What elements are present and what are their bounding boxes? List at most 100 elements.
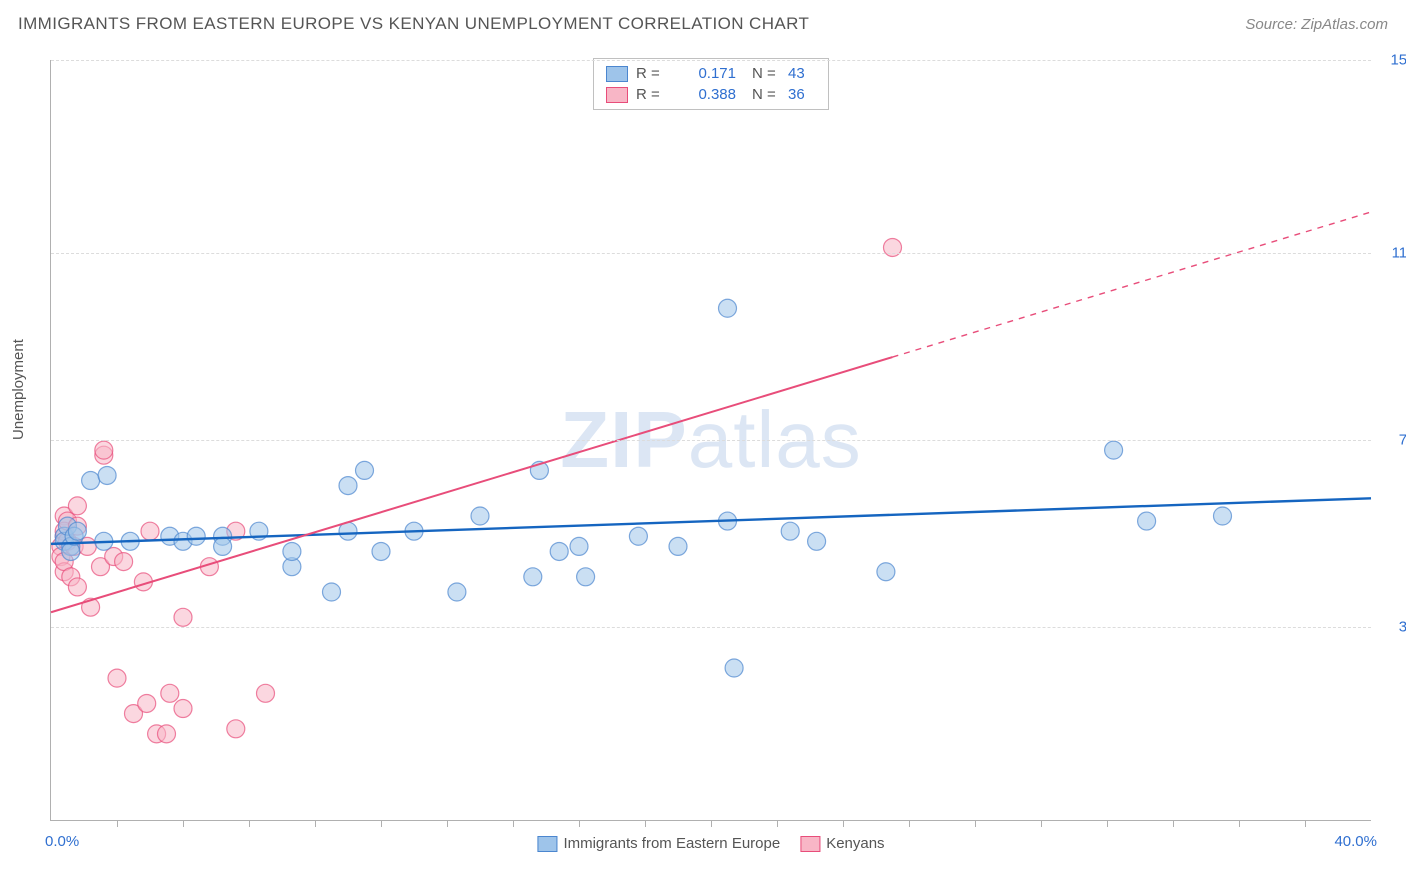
legend-swatch bbox=[800, 836, 820, 852]
x-tick bbox=[315, 820, 316, 827]
grid-line bbox=[51, 60, 1371, 61]
x-tick bbox=[975, 820, 976, 827]
blue-point bbox=[323, 583, 341, 601]
pink-point bbox=[134, 573, 152, 591]
blue-point bbox=[530, 461, 548, 479]
pink-point bbox=[62, 568, 80, 586]
pink-point bbox=[68, 578, 86, 596]
x-tick bbox=[843, 820, 844, 827]
blue-point bbox=[669, 537, 687, 555]
pink-point bbox=[95, 446, 113, 464]
x-tick bbox=[381, 820, 382, 827]
blue-point bbox=[877, 563, 895, 581]
source-label: Source: bbox=[1245, 16, 1297, 33]
blue-point bbox=[55, 532, 73, 550]
blue-point bbox=[214, 537, 232, 555]
blue-point bbox=[1105, 441, 1123, 459]
pink-point bbox=[59, 512, 77, 530]
pink-point bbox=[884, 238, 902, 256]
legend-series: Immigrants from Eastern Europe Kenyans bbox=[537, 835, 884, 852]
blue-point bbox=[68, 522, 86, 540]
pink-point bbox=[138, 694, 156, 712]
legend-stats-box: R =0.171N =43R =0.388N =36 bbox=[593, 58, 829, 110]
legend-N-label: N = bbox=[752, 86, 780, 103]
blue-point bbox=[121, 532, 139, 550]
pink-point bbox=[92, 558, 110, 576]
legend-R-value: 0.388 bbox=[678, 86, 736, 103]
pink-point bbox=[52, 548, 70, 566]
blue-point bbox=[214, 527, 232, 545]
y-tick-label: 15.0% bbox=[1390, 52, 1406, 69]
pink-point bbox=[227, 720, 245, 738]
blue-point bbox=[55, 527, 73, 545]
blue-point bbox=[161, 527, 179, 545]
x-tick bbox=[1305, 820, 1306, 827]
x-tick bbox=[645, 820, 646, 827]
legend-swatch bbox=[606, 87, 628, 103]
x-tick bbox=[1239, 820, 1240, 827]
pink-point bbox=[68, 517, 86, 535]
legend-stats-row: R =0.388N =36 bbox=[594, 84, 828, 105]
legend-swatch bbox=[606, 66, 628, 82]
x-axis-max-label: 40.0% bbox=[1334, 833, 1377, 850]
blue-point bbox=[356, 461, 374, 479]
pink-point bbox=[200, 558, 218, 576]
pink-point bbox=[158, 725, 176, 743]
pink-point bbox=[68, 497, 86, 515]
pink-point bbox=[125, 705, 143, 723]
trend-line-blue bbox=[51, 498, 1371, 544]
blue-point bbox=[570, 537, 588, 555]
blue-point bbox=[550, 542, 568, 560]
x-tick bbox=[513, 820, 514, 827]
legend-R-label: R = bbox=[636, 65, 670, 82]
blue-point bbox=[283, 558, 301, 576]
blue-point bbox=[471, 507, 489, 525]
x-tick bbox=[183, 820, 184, 827]
blue-point bbox=[719, 299, 737, 317]
pink-point bbox=[115, 553, 133, 571]
pink-point bbox=[55, 553, 73, 571]
header-row: IMMIGRANTS FROM EASTERN EUROPE VS KENYAN… bbox=[18, 14, 1388, 34]
blue-point bbox=[719, 512, 737, 530]
blue-point bbox=[372, 542, 390, 560]
pink-point bbox=[82, 598, 100, 616]
x-tick bbox=[249, 820, 250, 827]
blue-point bbox=[725, 659, 743, 677]
pink-point bbox=[174, 700, 192, 718]
pink-point bbox=[108, 669, 126, 687]
blue-point bbox=[59, 517, 77, 535]
x-tick bbox=[117, 820, 118, 827]
x-tick bbox=[1107, 820, 1108, 827]
blue-point bbox=[65, 527, 83, 545]
y-tick-label: 7.5% bbox=[1399, 432, 1406, 449]
blue-point bbox=[524, 568, 542, 586]
legend-swatch bbox=[537, 836, 557, 852]
grid-line bbox=[51, 627, 1371, 628]
x-tick bbox=[777, 820, 778, 827]
blue-point bbox=[808, 532, 826, 550]
pink-point bbox=[95, 441, 113, 459]
blue-point bbox=[174, 532, 192, 550]
grid-line bbox=[51, 440, 1371, 441]
legend-item: Immigrants from Eastern Europe bbox=[537, 835, 780, 852]
y-tick-label: 3.8% bbox=[1399, 619, 1406, 636]
pink-point bbox=[141, 522, 159, 540]
pink-point bbox=[161, 684, 179, 702]
pink-point bbox=[59, 532, 77, 550]
blue-point bbox=[62, 542, 80, 560]
legend-label: Immigrants from Eastern Europe bbox=[563, 835, 780, 852]
blue-point bbox=[62, 537, 80, 555]
blue-point bbox=[405, 522, 423, 540]
pink-point bbox=[148, 725, 166, 743]
chart-title: IMMIGRANTS FROM EASTERN EUROPE VS KENYAN… bbox=[18, 14, 809, 34]
source-link[interactable]: ZipAtlas.com bbox=[1301, 16, 1388, 33]
pink-point bbox=[257, 684, 275, 702]
blue-point bbox=[448, 583, 466, 601]
x-axis-min-label: 0.0% bbox=[45, 833, 79, 850]
pink-point bbox=[78, 537, 96, 555]
blue-point bbox=[1214, 507, 1232, 525]
blue-point bbox=[187, 527, 205, 545]
pink-point bbox=[55, 563, 73, 581]
legend-label: Kenyans bbox=[826, 835, 884, 852]
x-tick bbox=[1173, 820, 1174, 827]
